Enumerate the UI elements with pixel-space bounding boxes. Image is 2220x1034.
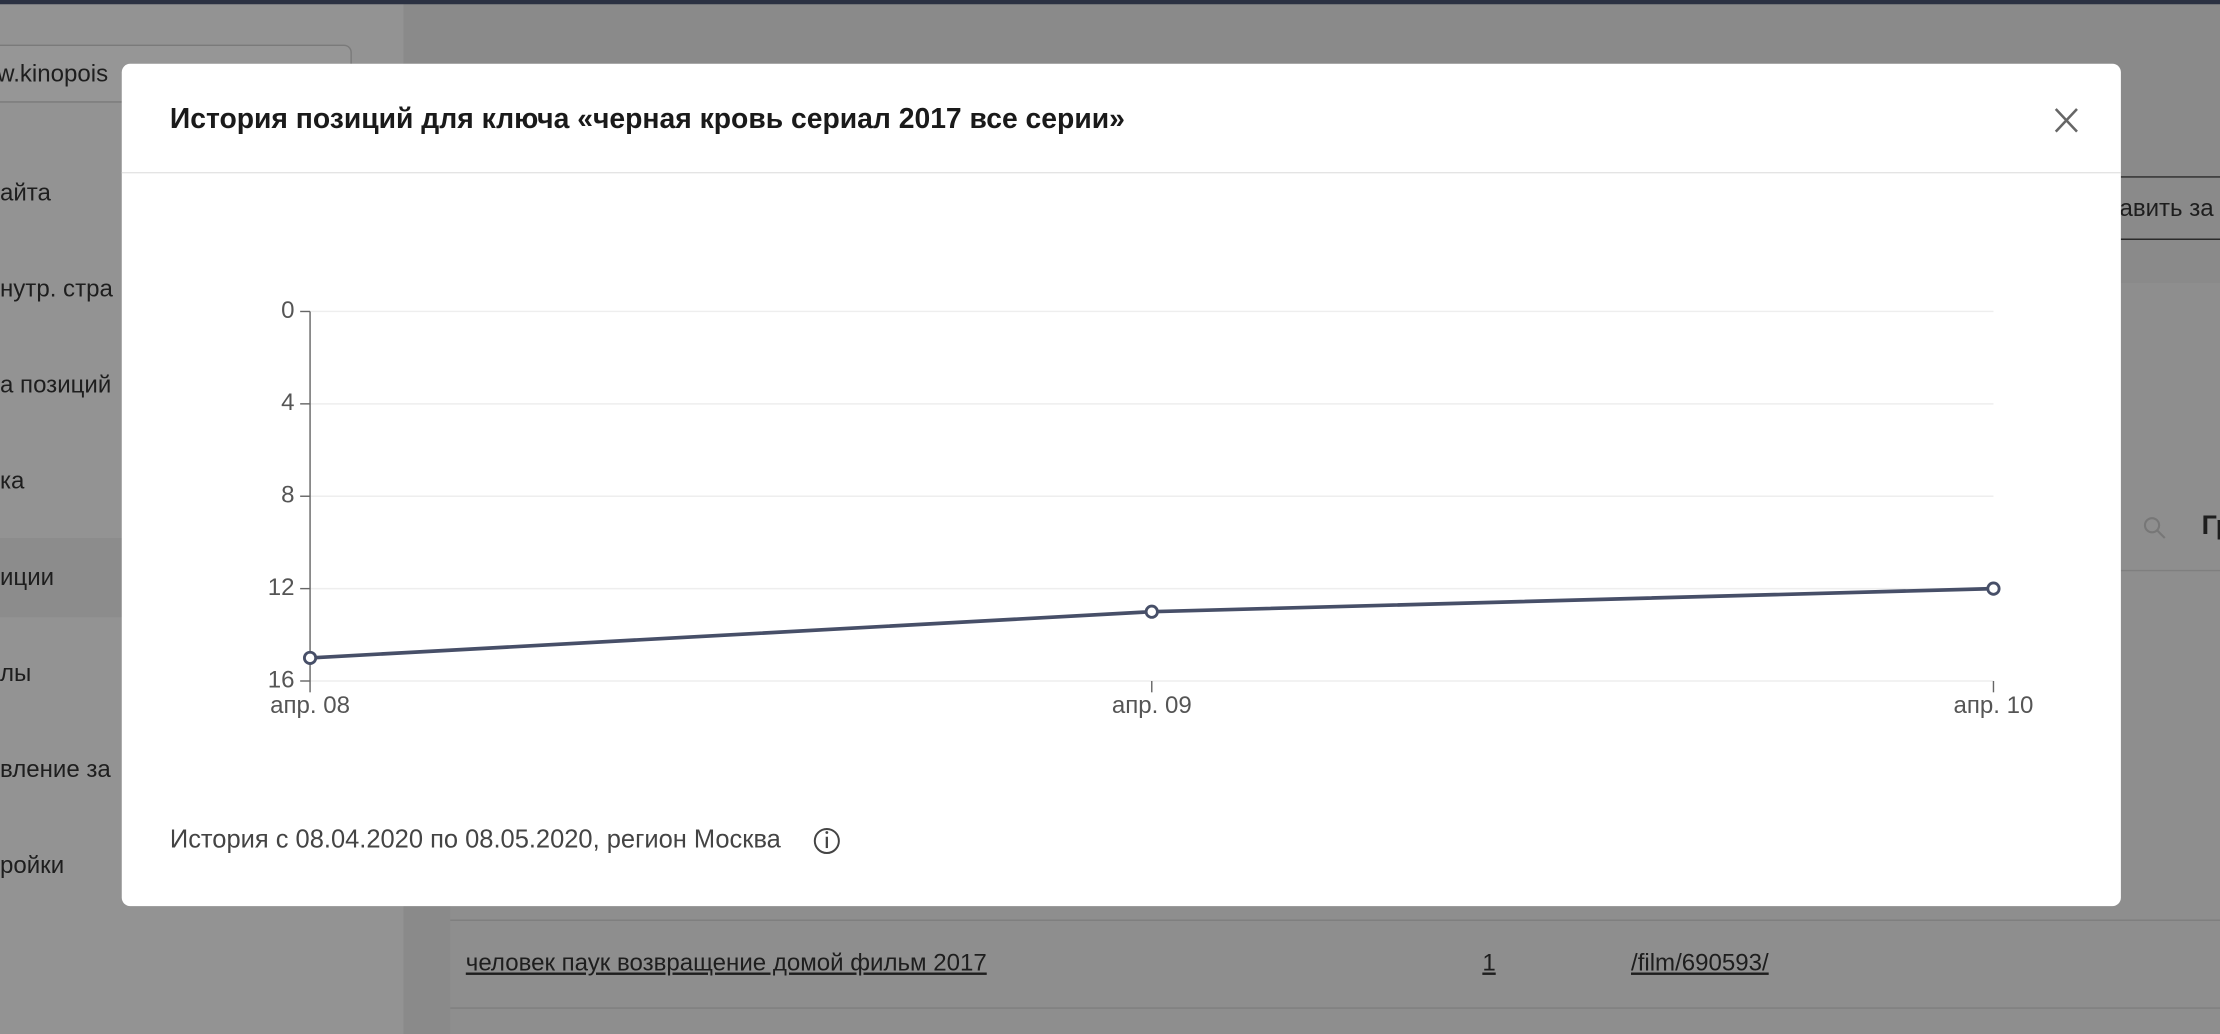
modal-footer: История с 08.04.2020 по 08.05.2020, реги…	[170, 826, 782, 854]
search-icon	[2156, 530, 2166, 539]
button-text[interactable]: авить за	[2119, 195, 2214, 222]
y-tick-label: 0	[281, 297, 294, 324]
point	[302, 650, 318, 665]
x-tick-label: апр. 10	[1954, 692, 2034, 719]
x-tick-label: апр. 08	[270, 692, 350, 719]
y-tick-label: 12	[268, 574, 295, 601]
row-url[interactable]: /film/690593/	[1631, 950, 1769, 977]
table-header: Гр	[2202, 510, 2220, 540]
site-input-text: w.kinopois	[0, 60, 108, 87]
modal	[121, 63, 2121, 907]
menu-item: вление за	[0, 756, 111, 783]
menu-item: лы	[0, 660, 31, 687]
y-tick-label: 8	[281, 482, 294, 509]
menu-item: айта	[0, 179, 52, 206]
info-icon[interactable]	[813, 827, 840, 855]
point	[1144, 604, 1159, 619]
y-tick-label: 4	[281, 389, 294, 416]
menu-item: нутр. стра	[0, 275, 113, 302]
info-icon	[825, 831, 829, 834]
row-keyword[interactable]: человек паук возвращение домой фильм 201…	[466, 950, 987, 977]
menu-item: а позиций	[0, 372, 111, 399]
top-bar	[0, 0, 2220, 5]
modal-title: История позиций для ключа «черная кровь …	[170, 102, 1125, 134]
point	[1986, 581, 2001, 596]
y-tick-label: 16	[268, 666, 295, 693]
search-icon[interactable]	[2143, 517, 2161, 534]
menu-item: ка	[0, 468, 25, 495]
close-icon[interactable]	[2054, 108, 2078, 133]
menu-item: иции	[0, 564, 54, 591]
row-position[interactable]: 1	[1482, 950, 1495, 977]
x-tick-label: апр. 09	[1112, 692, 1192, 719]
menu-item: ройки	[0, 852, 64, 879]
